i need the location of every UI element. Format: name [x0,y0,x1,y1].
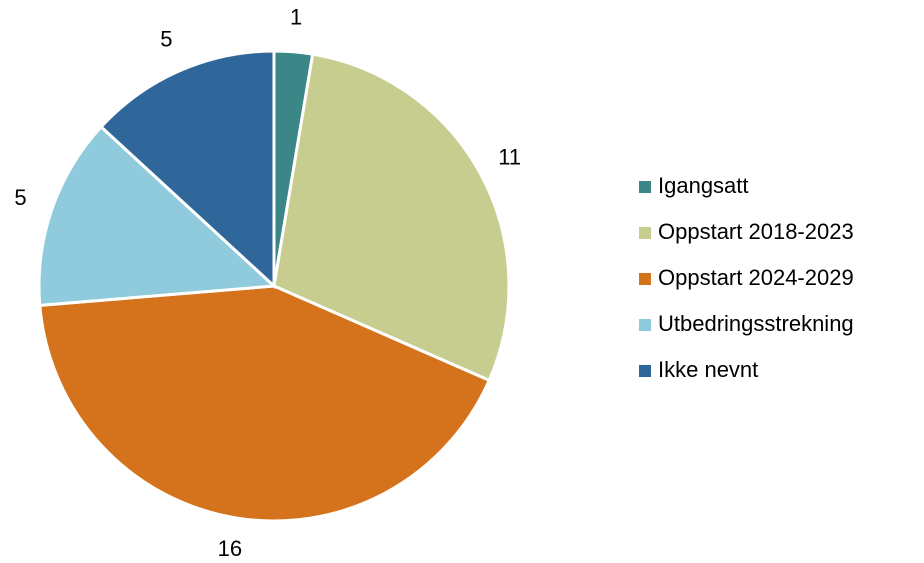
data-label: 11 [498,144,521,169]
legend-label: Utbedringsstrekning [658,311,854,336]
data-label: 5 [14,185,26,210]
data-label: 16 [218,536,242,561]
legend-swatch [639,227,651,239]
pie-slice [37,124,278,308]
legend-swatch [639,319,651,331]
legend-label: Oppstart 2024-2029 [658,265,854,290]
legend-label: Ikke nevnt [658,357,758,382]
legend-label: Igangsatt [658,173,749,198]
pie-slice [38,284,492,523]
legend-swatch [639,273,651,285]
legend-swatch [639,365,651,377]
data-label: 1 [290,5,302,30]
data-label: 5 [160,26,172,51]
pie-slice [98,49,276,290]
legend-swatch [639,181,651,193]
legend-label: Oppstart 2018-2023 [658,219,854,244]
pie-slice [272,52,511,383]
